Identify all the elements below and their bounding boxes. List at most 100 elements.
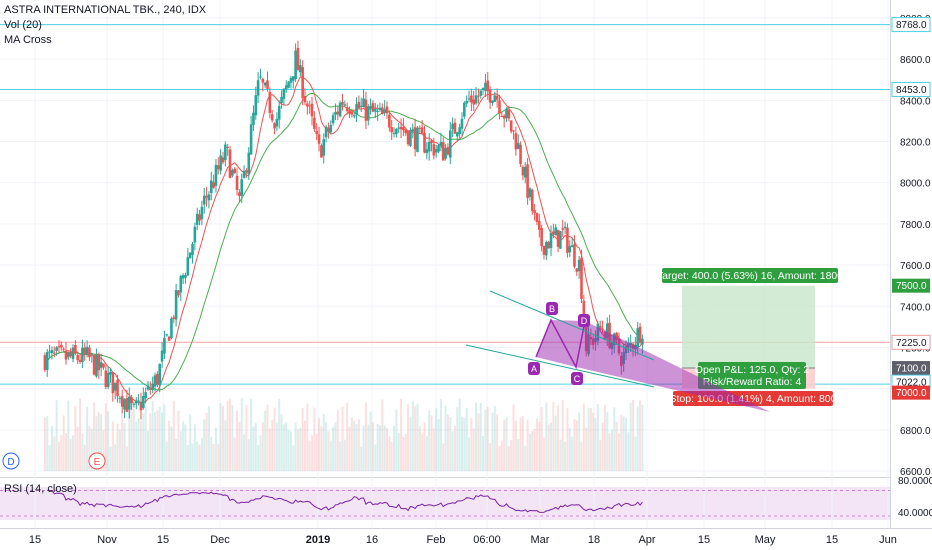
volume-bar: [62, 415, 65, 471]
volume-bar: [271, 419, 274, 471]
candle-body: [538, 220, 541, 230]
candle-body: [446, 147, 450, 155]
volume-bar: [74, 405, 77, 471]
candle-body: [341, 101, 344, 105]
candle-body: [221, 157, 225, 163]
candle-body: [348, 110, 351, 114]
candle-body: [509, 120, 513, 132]
time-tick-label: Feb: [427, 534, 446, 546]
candle-body: [364, 99, 368, 121]
volume-bar: [294, 422, 297, 471]
volume-bar: [568, 427, 571, 471]
candle-body: [228, 149, 232, 178]
candle-body: [324, 126, 328, 138]
volume-bar: [334, 422, 337, 471]
candle-body: [174, 290, 178, 320]
candle-body: [373, 108, 377, 112]
candle-body: [202, 195, 206, 205]
volume-bar: [636, 406, 639, 471]
volume-bar: [594, 418, 597, 471]
candle-body: [484, 82, 487, 91]
volume-bar: [456, 407, 459, 471]
volume-bar: [423, 422, 426, 471]
price-tick-label: 6600.0: [900, 467, 931, 478]
candle-body: [458, 127, 461, 135]
candle-body: [99, 362, 103, 368]
volume-bar: [353, 420, 356, 471]
volume-bar: [118, 429, 121, 471]
candle-body: [172, 317, 176, 319]
candle-body: [331, 115, 335, 124]
volume-bar: [383, 425, 386, 471]
event-marker: [2, 452, 20, 470]
volume-bar: [484, 409, 487, 471]
candle-body: [638, 326, 642, 343]
candle-body: [545, 241, 548, 256]
candle-body: [60, 344, 63, 348]
pattern-point-label: B: [549, 304, 555, 314]
price-label-box: [891, 17, 931, 33]
volume-bar: [573, 418, 576, 471]
volume-bar: [510, 440, 513, 471]
candle-body: [350, 111, 354, 115]
candle-body: [366, 106, 370, 121]
price-tick-label: 8600.0: [900, 55, 931, 66]
candle-body: [467, 98, 471, 100]
volume-bar: [641, 404, 644, 471]
volume-bar: [254, 422, 257, 471]
volume-bar: [170, 426, 173, 471]
pattern-point-bg: [546, 302, 558, 315]
candle-body: [418, 127, 422, 129]
candle-body: [212, 182, 215, 188]
volume-bar: [179, 431, 182, 471]
rsi-tick-label: 40.0000: [898, 508, 932, 519]
candle-body: [132, 403, 136, 405]
volume-bar: [221, 405, 224, 471]
candle-body: [313, 117, 316, 129]
candle-body: [352, 115, 356, 117]
candle-body: [322, 139, 326, 156]
volume-bar: [125, 446, 128, 471]
ma-cross-indicator-label[interactable]: MA Cross: [4, 34, 52, 46]
symbol-title[interactable]: ASTRA INTERNATIONAL TBK., 240, IDX: [4, 4, 207, 16]
volume-bar: [210, 436, 213, 471]
candle-body: [498, 100, 501, 114]
candle-body: [245, 170, 248, 173]
candle-body: [411, 129, 415, 132]
volume-bar: [212, 444, 215, 471]
rsi-indicator-label[interactable]: RSI (14, close): [4, 483, 77, 495]
volume-bar: [414, 406, 417, 471]
candle-body: [57, 346, 61, 348]
volume-bar: [46, 416, 49, 471]
volume-bar: [250, 399, 253, 471]
candle-body: [519, 144, 522, 164]
volume-bar: [142, 413, 145, 471]
candle-body: [481, 87, 485, 91]
volume-bar: [177, 410, 180, 471]
volume-bar: [639, 400, 642, 471]
price-axis[interactable]: 8800.08600.08400.08200.08000.07800.07600…: [891, 14, 932, 519]
price-tick-label: 7800.0: [900, 220, 931, 231]
volume-bar: [395, 409, 398, 471]
time-axis[interactable]: 15 Nov 15 Dec 2019 16 Feb 06:00 Mar 18 Apr 15 May 15 J…: [29, 534, 897, 546]
volume-bar: [545, 402, 548, 471]
candle-body: [134, 400, 138, 404]
volume-bar: [50, 426, 53, 471]
volume-indicator-label[interactable]: Vol (20): [4, 19, 42, 31]
candle-body: [500, 116, 504, 118]
volume-bar: [280, 414, 283, 471]
candle-body: [336, 111, 340, 115]
volume-bar: [449, 417, 452, 471]
candle-body: [299, 65, 302, 73]
abcd-pattern[interactable]: A B C D: [465, 290, 770, 412]
candle-body: [526, 164, 529, 199]
volume-bar: [48, 445, 51, 471]
volume-bar: [381, 399, 384, 471]
pattern-point-bg: [578, 314, 590, 327]
time-tick-label: Nov: [97, 534, 117, 546]
pattern-point-bg: [571, 372, 583, 385]
volume-bar: [229, 399, 232, 471]
volume-bar: [505, 417, 508, 471]
